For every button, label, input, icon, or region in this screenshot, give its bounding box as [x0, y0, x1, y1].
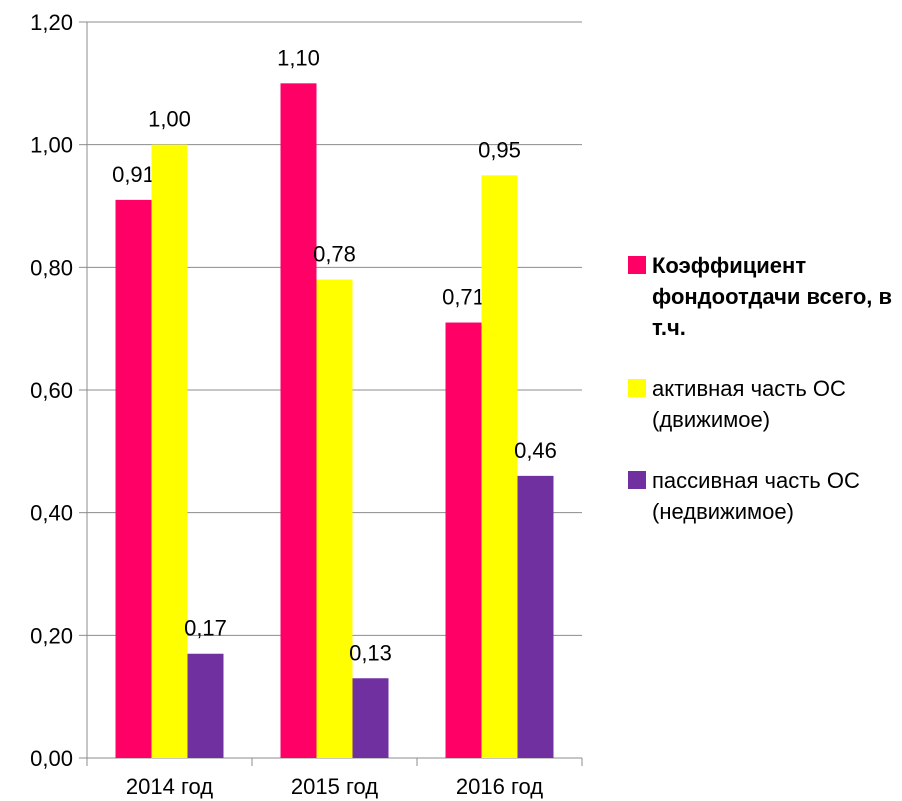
legend-item: активная часть ОС (движимое)	[628, 373, 898, 435]
y-tick-label: 0,00	[30, 746, 73, 771]
data-label: 0,95	[478, 137, 521, 162]
bar	[115, 199, 152, 758]
bar	[151, 144, 188, 758]
data-label: 0,13	[349, 640, 392, 665]
y-tick-label: 0,60	[30, 378, 73, 403]
legend-label: активная часть ОС (движимое)	[652, 376, 846, 432]
y-tick-label: 1,00	[30, 133, 73, 158]
legend-swatch	[628, 379, 646, 397]
bar	[352, 678, 389, 758]
bar	[280, 83, 317, 759]
legend-item: Коэффициент фондоотдачи всего, в т.ч.	[628, 250, 898, 343]
bar	[481, 175, 518, 759]
data-label: 1,00	[148, 107, 191, 132]
legend-item: пассивная часть ОС (недвижимое)	[628, 465, 898, 527]
legend-swatch	[628, 471, 646, 489]
y-tick-label: 0,40	[30, 501, 73, 526]
y-tick-label: 0,80	[30, 255, 73, 280]
bar	[187, 653, 224, 758]
legend-swatch	[628, 256, 646, 274]
bar	[445, 322, 482, 758]
data-label: 0,91	[112, 162, 155, 187]
data-label: 0,78	[313, 242, 356, 267]
bar	[316, 279, 353, 758]
x-tick-label: 2015 год	[291, 774, 378, 799]
data-label: 1,10	[277, 45, 320, 70]
data-label: 0,46	[514, 438, 557, 463]
data-label: 0,17	[184, 616, 227, 641]
x-tick-label: 2016 год	[456, 774, 543, 799]
x-tick-label: 2014 год	[126, 774, 213, 799]
bar	[517, 475, 554, 758]
y-tick-label: 1,20	[30, 10, 73, 35]
legend: Коэффициент фондоотдачи всего, в т.ч. акт…	[628, 250, 898, 557]
legend-label: Коэффициент фондоотдачи всего, в т.ч.	[652, 253, 893, 340]
legend-label: пассивная часть ОС (недвижимое)	[652, 468, 860, 524]
data-label: 0,71	[442, 285, 485, 310]
y-tick-label: 0,20	[30, 623, 73, 648]
